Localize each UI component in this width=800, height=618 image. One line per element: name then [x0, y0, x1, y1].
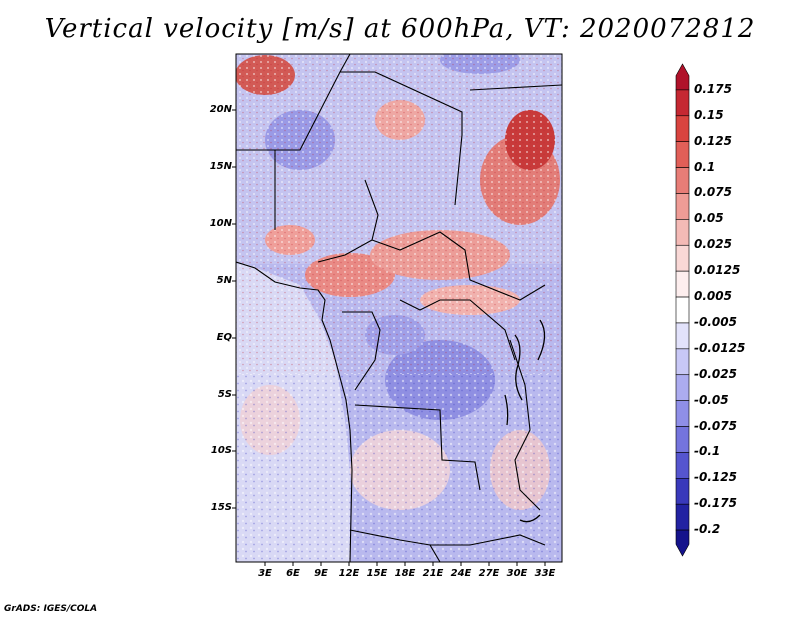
colorbar-segment — [675, 452, 690, 479]
lat-label-10s: 10S — [210, 445, 232, 456]
colorbar-label: 0.0125 — [694, 263, 741, 278]
lon-label-18e: 18E — [394, 568, 416, 579]
colorbar-segment — [675, 89, 690, 117]
colorbar-label: 0.15 — [694, 107, 724, 122]
colorbar-segment — [675, 270, 690, 298]
lakes — [504, 319, 546, 523]
colorbar-label: 0.075 — [694, 185, 732, 200]
colorbar-segment — [675, 374, 690, 401]
colorbar-segment — [675, 400, 690, 427]
velocity-field — [236, 54, 562, 562]
colorbar-label: -0.005 — [694, 314, 737, 329]
lon-label-30e: 30E — [506, 568, 528, 579]
colorbar-segment — [675, 296, 690, 324]
colorbar-label: -0.05 — [694, 392, 729, 407]
colorbar-label: 0.125 — [694, 133, 732, 148]
colorbar-segment — [675, 322, 690, 350]
lat-label-eq: EQ — [216, 332, 232, 343]
lon-label-33e: 33E — [534, 568, 556, 579]
colorbar-segment — [675, 348, 690, 376]
colorbar-segment — [675, 244, 690, 272]
colorbar-label: 0.1 — [694, 159, 716, 174]
lon-ticks — [264, 562, 546, 566]
colorbar-label: -0.0125 — [694, 340, 746, 355]
colorbar-segment — [675, 141, 690, 168]
colorbar-segment — [675, 478, 690, 505]
lon-label-27e: 27E — [478, 568, 500, 579]
credit-text: GrADS: IGES/COLA — [4, 604, 98, 614]
lon-label-24e: 24E — [450, 568, 472, 579]
colorbar-label: 0.05 — [694, 211, 724, 226]
chart-title: Vertical velocity [m/s] at 600hPa, VT: 2… — [44, 14, 756, 44]
colorbar-label: 0.025 — [694, 237, 732, 252]
lon-label-6e: 6E — [286, 568, 300, 579]
colorbar-segment — [675, 426, 690, 453]
lat-label-5n: 5N — [216, 275, 232, 286]
colorbar-label: -0.025 — [694, 366, 737, 381]
colorbar-segment — [675, 503, 690, 531]
lat-label-15n: 15N — [209, 161, 232, 172]
colorbar-segment — [675, 115, 690, 142]
colorbar-segment — [675, 167, 690, 194]
lon-label-9e: 9E — [314, 568, 328, 579]
colorbar-label: 0.175 — [694, 81, 732, 96]
colorbar-label: 0.005 — [694, 289, 732, 304]
colorbar-segment — [675, 529, 690, 557]
lat-label-10n: 10N — [209, 218, 232, 229]
lat-ticks — [232, 109, 236, 509]
colorbar-label: -0.125 — [694, 470, 737, 485]
colorbar — [675, 63, 690, 557]
colorbar-label: -0.175 — [694, 496, 737, 511]
lon-label-3e: 3E — [258, 568, 272, 579]
map-frame — [235, 53, 563, 563]
lat-label-5s: 5S — [217, 389, 232, 400]
country-borders — [236, 54, 562, 562]
colorbar-label: -0.075 — [694, 418, 737, 433]
colorbar-label: -0.2 — [694, 522, 721, 537]
lat-label-20n: 20N — [209, 104, 232, 115]
colorbar-segment — [675, 193, 690, 220]
lat-label-15s: 15S — [210, 502, 232, 513]
lon-label-21e: 21E — [422, 568, 444, 579]
lon-label-15e: 15E — [366, 568, 388, 579]
colorbar-label: -0.1 — [694, 444, 721, 459]
colorbar-segment — [675, 63, 690, 91]
lon-label-12e: 12E — [338, 568, 360, 579]
colorbar-segment — [675, 219, 690, 246]
